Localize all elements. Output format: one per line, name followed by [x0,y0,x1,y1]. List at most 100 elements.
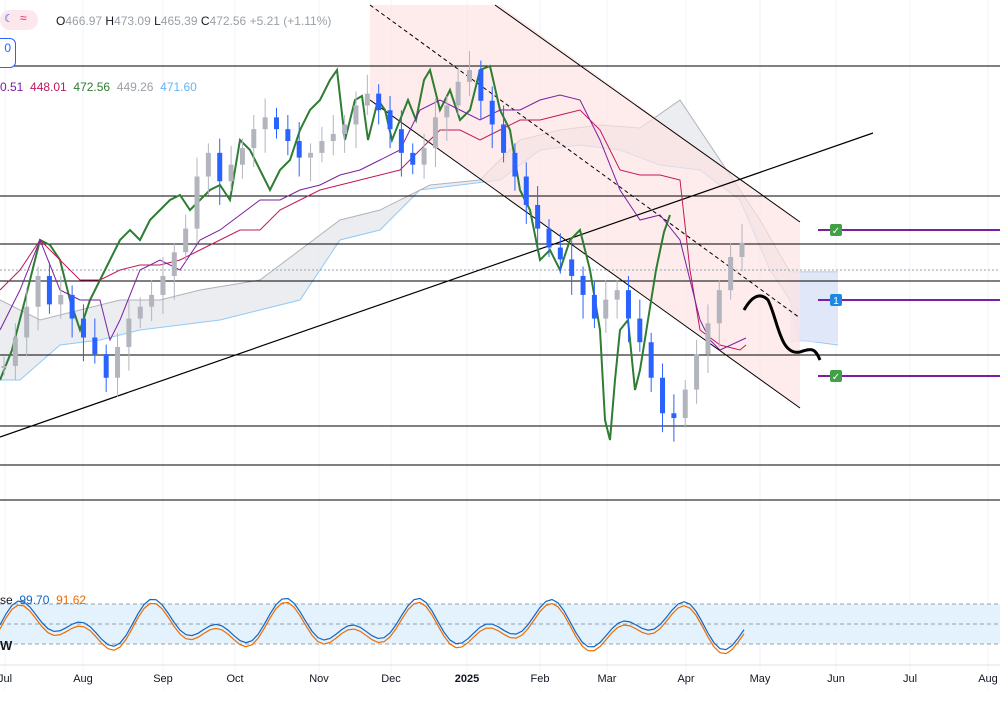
candle-body [308,152,314,158]
candle-body [285,129,291,142]
candle-body [603,299,609,319]
close-label: C [200,14,210,28]
x-tick-label: Apr [677,673,694,685]
candle-body [12,337,18,366]
kijun-value: 448.01 [30,80,67,94]
candle-body [183,228,189,253]
candle-body [160,275,166,295]
x-tick-label: Jul [0,673,12,685]
moon-icon: ☾ [4,13,14,25]
candle-body [353,105,359,125]
candle-body [103,354,109,378]
candle-body [728,257,734,291]
tenkan-value: 0.51 [0,80,24,94]
open-label: O [56,14,66,28]
change-value: +5.21 (+1.11%) [249,14,332,28]
candle-body [273,117,279,130]
stoch-extra-label: W [0,638,13,653]
candle-body [512,152,518,177]
candle-body [58,294,64,305]
check-icon [830,224,842,236]
stoch-k-line [0,597,745,651]
candle-body [648,342,654,378]
chikou-span [0,64,671,441]
open-value: 466.97 [65,14,103,28]
candle-body [614,290,620,300]
downtrend-channel-fill [370,5,800,408]
candle-body [1,365,7,368]
candle-body [739,242,745,258]
candle-body [149,294,155,307]
candle-body [319,141,325,153]
candle-body [523,176,529,205]
candle-body [262,117,268,130]
kijun-sen [0,109,747,351]
candle-body [217,152,223,182]
symbol-pill[interactable]: ☾ ≈ [0,10,38,30]
candle-body [376,93,382,111]
forecast-path [742,294,822,361]
indicator-legend: 0.51 448.01 472.56 449.26 471.60 [0,80,197,94]
span-a-value: 449.26 [116,80,154,94]
candle-body [705,323,711,355]
candle-body [342,124,348,134]
tenkan-sen [0,94,747,351]
candle-body [546,228,552,248]
candle-body [580,275,586,295]
candle-body [637,318,643,343]
x-tick-label: Jul [903,673,917,685]
target-marker-label: ✓ [832,226,840,237]
candle-body [421,148,427,165]
candle-body [501,124,507,153]
candle-body [126,318,132,347]
candle-body [557,247,563,260]
candle-body [251,129,257,149]
channel-upper-line [494,4,801,223]
stoch-d-value: 91.62 [56,593,87,607]
candle-body [625,290,631,319]
candle-body [444,105,450,118]
candle-body [535,204,541,229]
x-tick-label: Feb [531,673,550,685]
x-tick-label: Jun [827,673,845,685]
x-tick-label: May [750,673,771,685]
interval-badge-label: 0 [4,41,11,55]
x-tick-label: Sep [153,673,173,685]
candle-body [671,413,677,418]
stoch-label: se [0,593,13,607]
candle-body [364,93,370,106]
candle-body [228,164,234,182]
low-label: L [154,14,161,28]
candle-body [694,354,700,390]
candle-body [137,306,143,319]
x-tick-label: 2025 [455,673,479,685]
candle-body [24,306,30,338]
x-tick-label: Nov [309,673,329,685]
candle-body [46,275,52,305]
candle-body [115,346,121,378]
candle-body [387,110,393,130]
x-tick-label: Mar [598,673,617,685]
target-marker-label: ✓ [832,372,840,383]
candle-body [171,252,177,276]
candle-body [296,141,302,158]
x-tick-label: Dec [381,673,401,685]
candle-body [569,259,575,276]
flag-1-icon [830,294,842,306]
candle-body [80,318,86,338]
span-b-value: 471.60 [160,80,197,94]
candle-body [478,70,484,101]
ichimoku-cloud [0,100,838,380]
stoch-k-value: 99.70 [19,593,50,607]
candle-body [455,81,461,106]
chikou-value: 472.56 [73,80,111,94]
interval-badge[interactable]: 0 [0,38,16,68]
candle-body [35,275,41,307]
candle-body [591,294,597,319]
high-value: 473.09 [114,14,151,28]
x-tick-label: Aug [73,673,93,685]
x-tick-label: Aug [978,673,998,685]
span-a-line [0,99,838,321]
